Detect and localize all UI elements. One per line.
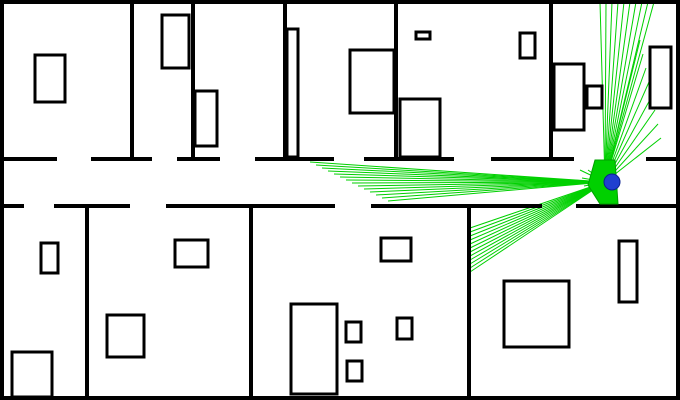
obstacle xyxy=(518,31,537,60)
laser-scan xyxy=(309,1,662,273)
obstacle xyxy=(502,279,571,349)
laser-beam xyxy=(369,181,606,193)
obstacle xyxy=(105,313,146,359)
robot-footprint xyxy=(587,159,619,205)
laser-beam xyxy=(469,181,606,269)
laser-beam xyxy=(469,181,606,245)
obstacle xyxy=(160,13,191,70)
laser-beam xyxy=(604,1,655,183)
obstacle xyxy=(33,53,67,104)
laser-beam xyxy=(363,181,606,190)
obstacle xyxy=(398,97,442,159)
obstacle xyxy=(585,84,604,110)
laser-beam xyxy=(375,181,606,196)
laser-beam xyxy=(604,1,619,183)
laser-beam xyxy=(345,179,606,183)
robot-marker[interactable] xyxy=(603,173,621,191)
laser-beam xyxy=(469,181,606,273)
laser-beam xyxy=(387,181,606,202)
laser-beam xyxy=(604,1,631,183)
obstacles xyxy=(10,13,673,399)
obstacle xyxy=(173,238,210,269)
obstacle xyxy=(414,30,432,41)
laser-beam xyxy=(604,1,625,183)
laser-beam xyxy=(381,181,606,199)
obstacle xyxy=(648,45,673,110)
obstacle xyxy=(379,236,413,263)
obstacle xyxy=(10,350,54,399)
laser-beam xyxy=(604,1,613,183)
laser-beam xyxy=(469,181,606,249)
obstacle xyxy=(345,359,364,383)
laser-beam xyxy=(604,1,643,183)
robot[interactable] xyxy=(587,159,621,205)
laser-beam xyxy=(604,1,637,183)
laser-beam xyxy=(357,181,606,187)
obstacle xyxy=(348,48,396,115)
obstacle xyxy=(193,89,219,148)
laser-beam xyxy=(469,181,606,253)
laser-beam xyxy=(469,181,606,261)
laser-beam xyxy=(469,181,606,257)
laser-beam xyxy=(469,181,606,237)
obstacle xyxy=(39,241,60,275)
obstacle xyxy=(395,316,414,341)
laser-beam xyxy=(351,181,606,184)
laser-beam xyxy=(604,39,641,183)
laser-beam xyxy=(469,181,606,241)
laser-beam xyxy=(469,181,606,265)
laser-beam xyxy=(604,1,607,183)
obstacle xyxy=(285,27,300,159)
obstacle xyxy=(289,302,339,396)
obstacle xyxy=(617,239,639,304)
obstacle xyxy=(344,320,363,344)
obstacle xyxy=(552,62,586,132)
